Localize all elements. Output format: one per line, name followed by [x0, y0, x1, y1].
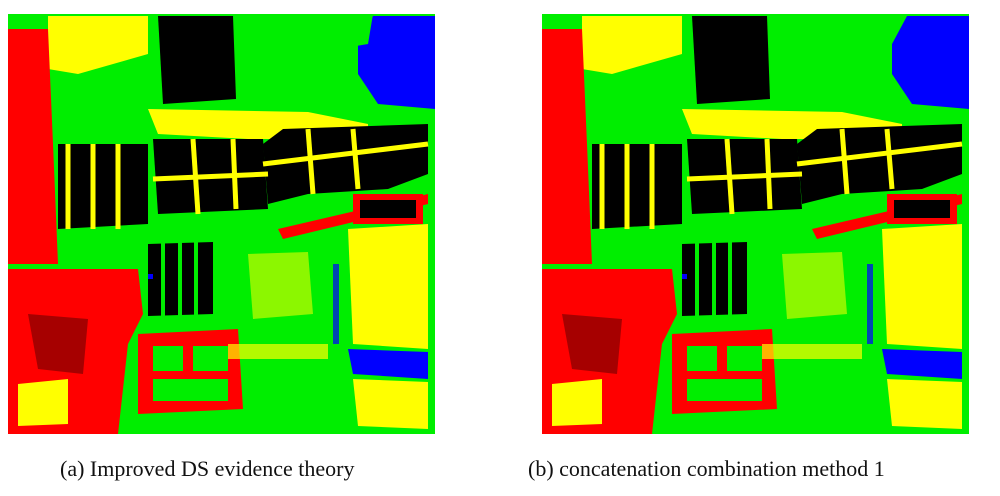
classification-map-b	[542, 14, 969, 434]
map-content	[8, 14, 435, 434]
classification-map-a-image	[8, 14, 435, 434]
classification-map-a	[8, 14, 435, 434]
classification-map-b-image	[542, 14, 969, 434]
map-content	[542, 14, 969, 434]
caption-a: (a) Improved DS evidence theory	[60, 456, 355, 481]
caption-b: (b) concatenation combination method 1	[528, 456, 885, 481]
